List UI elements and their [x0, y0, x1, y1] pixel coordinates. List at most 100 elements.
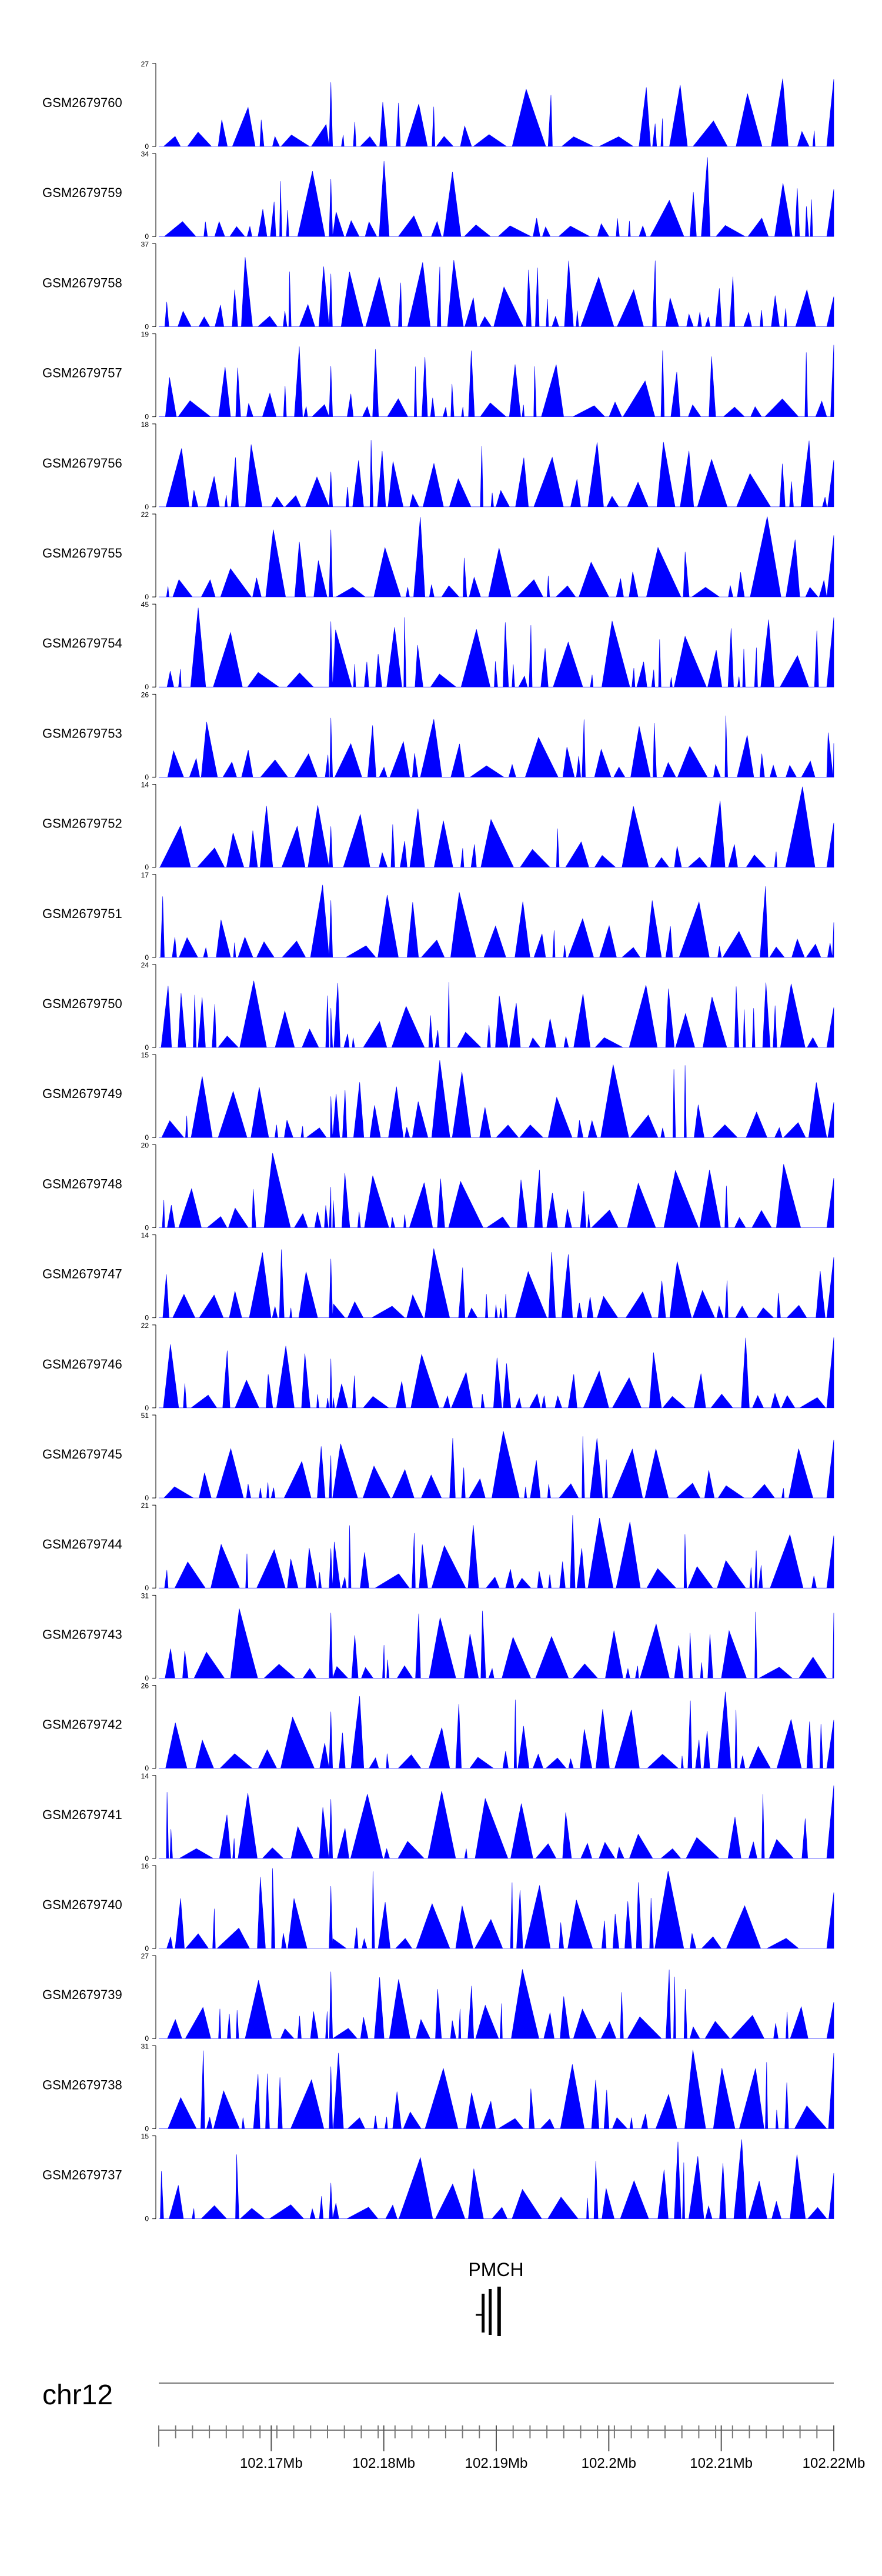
track-sample-label: GSM2679746: [42, 1357, 122, 1372]
coverage-track: GSM2679746 22 0: [42, 1322, 834, 1412]
y-max-tick-label: 15: [141, 1051, 149, 1059]
genome-axis-track: chr12 102.17Mb 102.18Mb 102.19Mb 102.2Mb 102.…: [42, 2380, 865, 2471]
track-sample-label: GSM2679748: [42, 1176, 122, 1191]
coverage-area: [159, 1431, 834, 1499]
coverage-area: [159, 1153, 834, 1228]
track-sample-label: GSM2679758: [42, 275, 122, 290]
y-min-tick-label: 0: [145, 503, 149, 511]
y-max-tick-label: 26: [141, 1682, 149, 1690]
coverage-track: GSM2679741 14 0: [42, 1772, 834, 1863]
y-max-tick-label: 22: [141, 510, 149, 519]
y-min-tick-label: 0: [145, 142, 149, 151]
coverage-area: [159, 1609, 834, 1679]
coverage-track: GSM2679737 15 0: [42, 2133, 834, 2223]
y-min-tick-label: 0: [145, 683, 149, 691]
y-min-tick-label: 0: [145, 1944, 149, 1953]
track-sample-label: GSM2679750: [42, 996, 122, 1011]
track-sample-label: GSM2679738: [42, 2077, 122, 2092]
y-min-tick-label: 0: [145, 1314, 149, 1322]
coverage-area: [159, 1248, 834, 1318]
coverage-track: GSM2679754 45 0: [42, 600, 834, 691]
y-max-tick-label: 45: [141, 600, 149, 609]
y-min-tick-label: 0: [145, 413, 149, 421]
track-sample-label: GSM2679753: [42, 726, 122, 740]
y-min-tick-label: 0: [145, 863, 149, 872]
y-max-tick-label: 31: [141, 2042, 149, 2050]
track-sample-label: GSM2679760: [42, 95, 122, 110]
y-min-tick-label: 0: [145, 593, 149, 601]
y-min-tick-label: 0: [145, 1764, 149, 1773]
coverage-area: [159, 1337, 834, 1409]
coverage-track: GSM2679742 26 0: [42, 1682, 834, 1773]
coverage-area: [159, 78, 834, 147]
y-min-tick-label: 0: [145, 1494, 149, 1502]
y-min-tick-label: 0: [145, 1133, 149, 1142]
track-sample-label: GSM2679757: [42, 366, 122, 381]
coverage-track: GSM2679751 17 0: [42, 871, 834, 962]
y-min-tick-label: 0: [145, 1223, 149, 1232]
y-min-tick-label: 0: [145, 322, 149, 331]
coverage-track: GSM2679758 37 0: [42, 240, 834, 331]
track-sample-label: GSM2679759: [42, 185, 122, 200]
coverage-area: [159, 1515, 834, 1589]
track-sample-label: GSM2679751: [42, 906, 122, 921]
y-min-tick-label: 0: [145, 2215, 149, 2223]
y-max-tick-label: 16: [141, 1862, 149, 1870]
coverage-track: GSM2679756 18 0: [42, 421, 834, 511]
coverage-track: GSM2679738 31 0: [42, 2042, 834, 2133]
coverage-track: GSM2679748 20 0: [42, 1141, 834, 1232]
track-sample-label: GSM2679741: [42, 1807, 122, 1822]
coverage-area: [159, 885, 834, 958]
coverage-area: [159, 2050, 834, 2129]
track-sample-label: GSM2679737: [42, 2168, 122, 2183]
y-max-tick-label: 27: [141, 1952, 149, 1960]
coverage-area: [159, 2139, 834, 2219]
gene-annotation-track: PMCH: [468, 2259, 524, 2336]
y-max-tick-label: 14: [141, 1772, 149, 1780]
y-max-tick-label: 21: [141, 1501, 149, 1510]
coverage-track: GSM2679745 51 0: [42, 1412, 834, 1502]
y-max-tick-label: 15: [141, 2133, 149, 2141]
coverage-area: [159, 1060, 834, 1138]
y-min-tick-label: 0: [145, 232, 149, 241]
coverage-area: [159, 786, 834, 867]
x-tick-label: 102.2Mb: [582, 2455, 636, 2471]
y-max-tick-label: 20: [141, 1141, 149, 1149]
track-sample-label: GSM2679742: [42, 1717, 122, 1732]
y-max-tick-label: 26: [141, 690, 149, 699]
coverage-track: GSM2679749 15 0: [42, 1051, 834, 1142]
track-sample-label: GSM2679752: [42, 816, 122, 831]
y-max-tick-label: 22: [141, 1322, 149, 1330]
track-sample-label: GSM2679755: [42, 546, 122, 560]
coverage-track: GSM2679750 24 0: [42, 961, 834, 1052]
x-tick-label: 102.18Mb: [352, 2455, 415, 2471]
y-max-tick-label: 31: [141, 1591, 149, 1600]
track-sample-label: GSM2679754: [42, 636, 122, 650]
coverage-track: GSM2679747 14 0: [42, 1232, 834, 1322]
track-sample-label: GSM2679744: [42, 1537, 122, 1551]
y-max-tick-label: 51: [141, 1412, 149, 1420]
coverage-tracks: GSM2679760270GSM2679759340GSM2679758370G…: [42, 60, 834, 2223]
gene-exon: [482, 2294, 485, 2333]
y-min-tick-label: 0: [145, 1674, 149, 1682]
coverage-area: [159, 1969, 834, 2039]
chromosome-label: chr12: [42, 2380, 113, 2411]
y-max-tick-label: 37: [141, 240, 149, 248]
coverage-area: [159, 1785, 834, 1859]
coverage-track: GSM2679755 22 0: [42, 510, 834, 601]
coverage-track: GSM2679752 14 0: [42, 781, 834, 872]
track-sample-label: GSM2679740: [42, 1897, 122, 1912]
y-max-tick-label: 24: [141, 961, 149, 969]
coverage-track: GSM2679757 19 0: [42, 331, 834, 421]
gene-exon: [489, 2289, 492, 2335]
track-sample-label: GSM2679749: [42, 1086, 122, 1101]
y-min-tick-label: 0: [145, 1404, 149, 1412]
track-sample-label: GSM2679756: [42, 456, 122, 471]
coverage-area: [159, 1868, 834, 1949]
coverage-area: [159, 345, 834, 417]
y-max-tick-label: 18: [141, 421, 149, 429]
y-max-tick-label: 17: [141, 871, 149, 879]
x-tick-label: 102.21Mb: [690, 2455, 753, 2471]
coverage-track: GSM2679744 21 0: [42, 1501, 834, 1592]
